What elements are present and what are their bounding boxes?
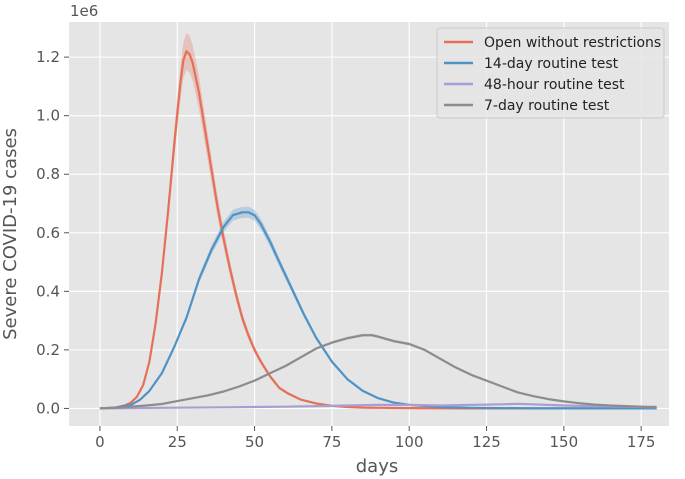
legend-box <box>436 27 665 119</box>
x-axis-label: days <box>356 456 399 477</box>
x-axis-ticks: 0 25 50 75 100 125 150 175 <box>95 426 655 451</box>
y-scale-label: 1e6 <box>70 2 98 20</box>
series-line <box>99 334 657 410</box>
y-axis-label: Severe COVID-19 cases <box>0 128 21 340</box>
y-tick-label: 0.2 <box>36 341 60 359</box>
legend-label: Open without restrictions <box>484 35 661 51</box>
y-tick-label: 1.2 <box>36 48 60 66</box>
legend-label: 14-day routine test <box>484 56 619 72</box>
x-tick-label: 175 <box>627 433 656 451</box>
y-tick-label: 0.4 <box>36 282 60 300</box>
x-tick-label: 50 <box>245 433 264 451</box>
y-tick-label: 0.8 <box>36 165 60 183</box>
x-tick-label: 75 <box>322 433 341 451</box>
y-tick-label: 0.6 <box>36 224 60 242</box>
legend-label: 48-hour routine test <box>484 77 625 93</box>
series-line <box>99 402 657 410</box>
y-tick-label: 0.0 <box>36 399 60 417</box>
y-axis-ticks: 0.0 0.2 0.4 0.6 0.8 1.0 1.2 <box>36 48 69 417</box>
x-tick-label: 25 <box>168 433 187 451</box>
legend-label: 7-day routine test <box>484 98 610 114</box>
x-tick-label: 150 <box>550 433 579 451</box>
legend: Open without restrictions 14-day routine … <box>436 27 665 119</box>
x-tick-label: 100 <box>395 433 424 451</box>
x-tick-label: 0 <box>95 433 105 451</box>
x-tick-label: 125 <box>472 433 501 451</box>
series-lines <box>99 50 657 410</box>
y-tick-label: 1.0 <box>36 107 60 125</box>
